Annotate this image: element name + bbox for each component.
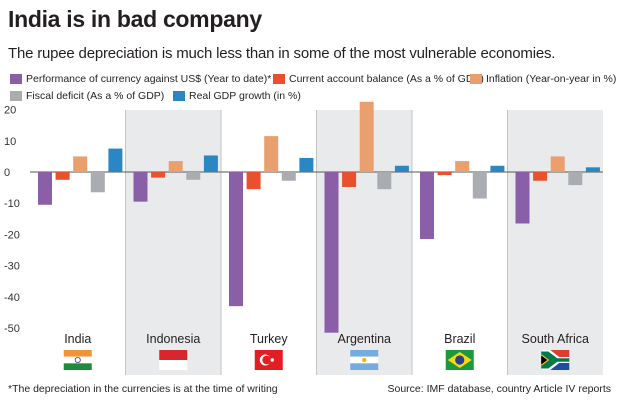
category-label: South Africa xyxy=(522,332,589,346)
bar-gdp-argentina xyxy=(394,165,409,172)
bar-currency-indonesia xyxy=(133,172,148,202)
panel-shade-south-africa xyxy=(507,110,603,375)
bar-current-account-brazil xyxy=(437,172,452,176)
legend-row-1: Performance of currency against US$ (Yea… xyxy=(10,73,616,90)
y-tick-label: -40 xyxy=(4,292,20,304)
bar-inflation-brazil xyxy=(455,161,470,172)
bar-currency-south-africa xyxy=(515,172,530,224)
bar-inflation-turkey xyxy=(264,136,279,172)
bar-currency-brazil xyxy=(420,172,434,240)
legend-label-inflation: Inflation (Year-on-year in %) xyxy=(486,73,617,85)
bar-gdp-brazil xyxy=(490,165,505,172)
bar-current-account-south-africa xyxy=(533,172,548,181)
y-tick-label: -50 xyxy=(4,323,20,335)
legend-row-2: Fiscal deficit (As a % of GDP) Real GDP … xyxy=(10,90,616,107)
y-tick-label: -20 xyxy=(4,229,20,241)
y-tick-label: 20 xyxy=(4,105,16,117)
bar-fiscal-india xyxy=(90,172,105,193)
y-tick-label: 0 xyxy=(4,167,10,179)
south-africa-flag-icon xyxy=(541,350,570,370)
indonesia-flag-icon xyxy=(159,350,188,370)
legend-item-currency: Performance of currency against US$ (Yea… xyxy=(10,73,271,85)
y-tick-label: -10 xyxy=(4,198,20,210)
argentina-flag-icon xyxy=(350,350,379,370)
bar-current-account-indonesia xyxy=(151,172,166,178)
category-label: Indonesia xyxy=(146,332,200,346)
legend-item-current-account: Current account balance (As a % of GDP) xyxy=(273,73,484,85)
bar-current-account-turkey xyxy=(246,172,261,190)
category-label: India xyxy=(64,332,91,346)
bar-fiscal-indonesia xyxy=(186,172,201,180)
bar-gdp-india xyxy=(108,148,123,172)
legend-swatch-currency xyxy=(10,74,22,84)
legend-swatch-current-account xyxy=(273,74,285,84)
bar-fiscal-brazil xyxy=(472,172,487,199)
india-flag-icon xyxy=(63,350,92,370)
legend-label-gdp: Real GDP growth (in %) xyxy=(189,90,301,102)
legend: Performance of currency against US$ (Yea… xyxy=(10,73,616,107)
legend-item-gdp: Real GDP growth (in %) xyxy=(173,90,301,102)
bar-current-account-argentina xyxy=(342,172,357,187)
chart-subtitle: The rupee depreciation is much less than… xyxy=(8,45,556,62)
bar-current-account-india xyxy=(55,172,70,180)
category-label: Turkey xyxy=(250,332,288,346)
legend-item-fiscal: Fiscal deficit (As a % of GDP) xyxy=(10,90,164,102)
bar-inflation-india xyxy=(73,156,88,172)
bar-currency-argentina xyxy=(324,172,339,333)
bar-gdp-turkey xyxy=(299,157,314,172)
chart-title: India is in bad company xyxy=(8,6,262,32)
bar-inflation-argentina xyxy=(359,101,374,172)
bar-fiscal-south-africa xyxy=(568,172,583,186)
legend-item-inflation: Inflation (Year-on-year in %) xyxy=(470,73,616,85)
legend-label-currency: Performance of currency against US$ (Yea… xyxy=(26,73,272,85)
bar-currency-india xyxy=(38,172,52,205)
bar-inflation-indonesia xyxy=(168,161,183,172)
source-note: Source: IMF database, country Article IV… xyxy=(387,383,611,395)
bar-currency-turkey xyxy=(229,172,243,307)
category-label: Argentina xyxy=(337,332,391,346)
bar-inflation-south-africa xyxy=(550,156,565,172)
legend-swatch-inflation xyxy=(470,74,482,84)
bar-fiscal-argentina xyxy=(377,172,392,190)
brazil-flag-icon xyxy=(445,350,474,370)
footnote: *The depreciation in the currencies is a… xyxy=(8,383,278,395)
turkey-flag-icon xyxy=(254,350,283,370)
category-label: Brazil xyxy=(444,332,475,346)
bar-gdp-indonesia xyxy=(203,155,218,172)
legend-label-current-account: Current account balance (As a % of GDP) xyxy=(289,73,484,85)
legend-swatch-gdp xyxy=(173,91,185,101)
y-tick-label: 10 xyxy=(4,136,16,148)
y-tick-label: -30 xyxy=(4,261,20,273)
bar-fiscal-turkey xyxy=(281,172,296,181)
legend-label-fiscal: Fiscal deficit (As a % of GDP) xyxy=(26,90,165,102)
legend-swatch-fiscal xyxy=(10,91,22,101)
panel-shade-indonesia xyxy=(125,110,221,375)
bar-gdp-south-africa xyxy=(585,167,600,172)
